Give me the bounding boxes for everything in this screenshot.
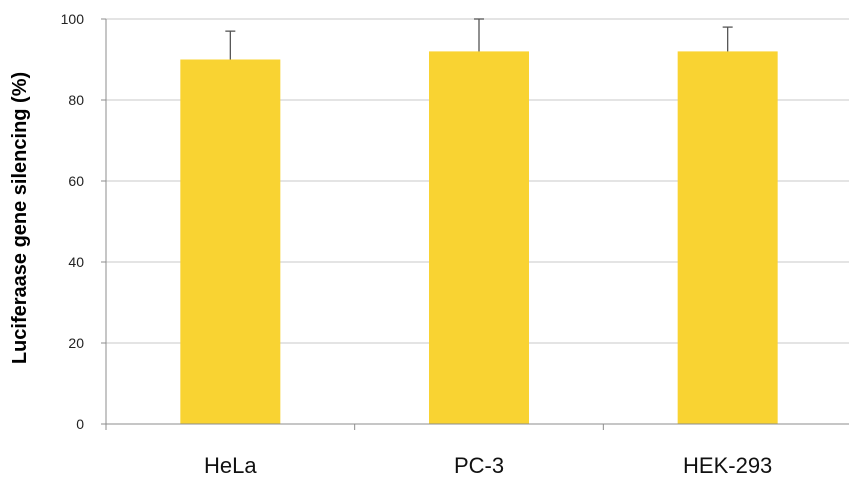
y-tick-label: 80 (68, 92, 84, 108)
bar-pc-3 (429, 51, 529, 425)
y-axis-title: Luciferaase gene silencing (%) (9, 72, 31, 364)
y-tick-label: 60 (68, 173, 84, 189)
y-tick-label: 100 (61, 11, 85, 27)
y-tick-label: 40 (68, 254, 84, 270)
bar-hek-293 (677, 51, 778, 425)
y-tick-label: 20 (68, 335, 84, 351)
x-category-label: PC-3 (454, 453, 504, 477)
x-category-label: HEK-293 (683, 453, 772, 477)
x-category-label: HeLa (204, 453, 257, 477)
y-tick-labels: 0 20 40 60 80 100 (61, 11, 85, 432)
y-tick-label: 0 (76, 416, 84, 432)
bar-hela (180, 59, 281, 424)
bars (180, 51, 778, 425)
x-category-labels: HeLa PC-3 HEK-293 (204, 453, 772, 477)
axes (101, 18, 849, 430)
error-bars (225, 18, 733, 60)
